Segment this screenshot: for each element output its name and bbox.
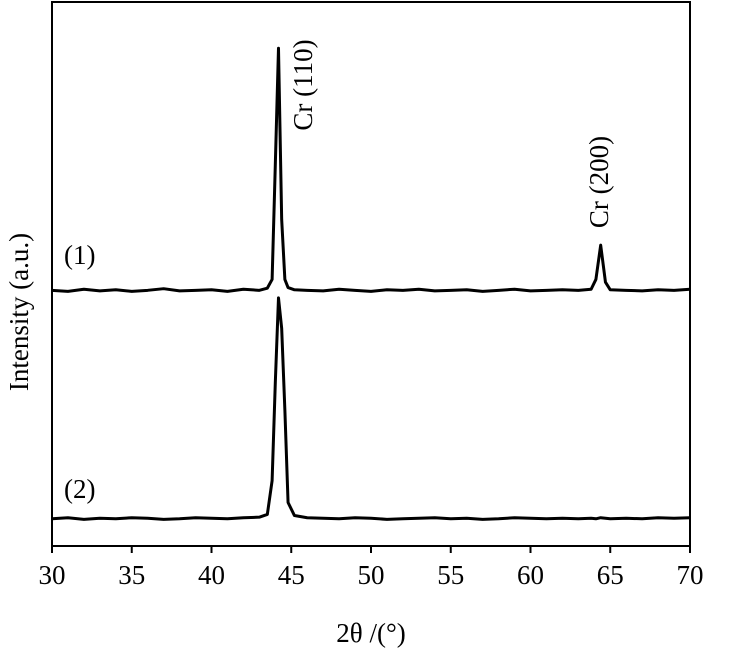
x-tick-label: 70 xyxy=(677,560,704,590)
y-axis-label: Intensity (a.u.) xyxy=(4,233,34,391)
series-label: (2) xyxy=(64,474,95,504)
x-tick-label: 30 xyxy=(39,560,66,590)
series-line xyxy=(51,46,691,293)
x-axis-label: 2θ /(°) xyxy=(336,618,405,648)
x-tick-label: 55 xyxy=(437,560,464,590)
plot-frame xyxy=(51,1,691,547)
x-tick-label: 40 xyxy=(198,560,225,590)
x-tick-label: 50 xyxy=(358,560,385,590)
peak-annotation: Cr (200) xyxy=(584,136,614,228)
x-tick-label: 60 xyxy=(517,560,544,590)
series-line xyxy=(51,296,691,521)
peak-annotation: Cr (110) xyxy=(288,39,318,130)
x-tick-label: 65 xyxy=(597,560,624,590)
x-tick-label: 35 xyxy=(118,560,145,590)
series-label: (1) xyxy=(64,240,95,270)
x-tick-label: 45 xyxy=(278,560,305,590)
